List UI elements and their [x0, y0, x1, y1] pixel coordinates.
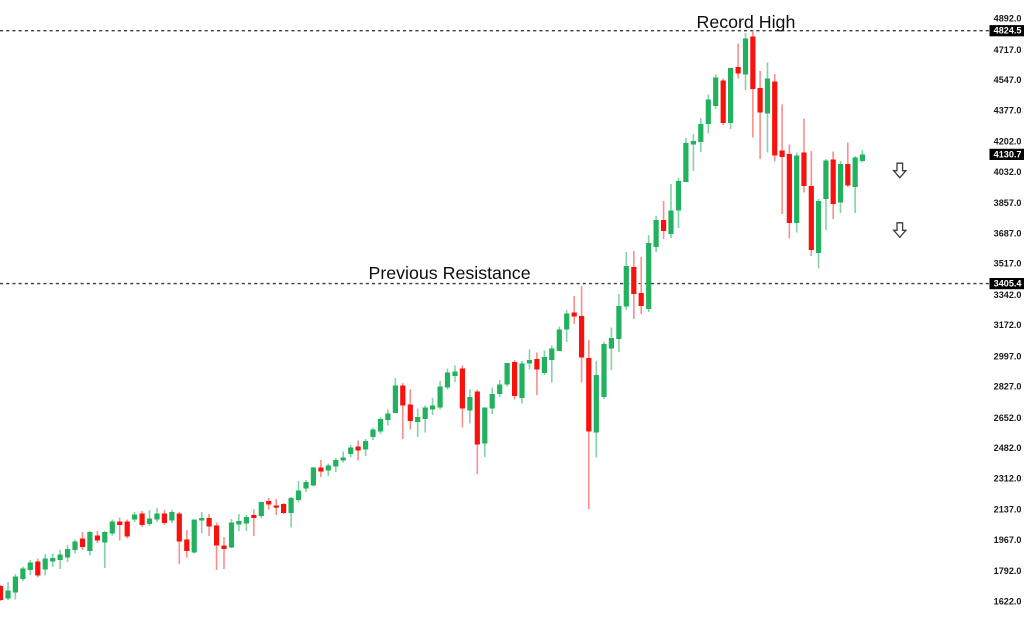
- svg-text:4547.0: 4547.0: [994, 75, 1022, 85]
- svg-text:3517.0: 3517.0: [994, 259, 1022, 269]
- svg-text:4130.7: 4130.7: [994, 149, 1022, 159]
- svg-text:Record High: Record High: [697, 12, 796, 32]
- svg-text:4824.5: 4824.5: [994, 26, 1022, 36]
- svg-text:2137.0: 2137.0: [994, 505, 1022, 515]
- svg-text:3857.0: 3857.0: [994, 198, 1022, 208]
- svg-text:2482.0: 2482.0: [994, 443, 1022, 453]
- svg-text:1622.0: 1622.0: [994, 596, 1022, 606]
- svg-text:4202.0: 4202.0: [994, 137, 1022, 147]
- svg-text:3172.0: 3172.0: [994, 320, 1022, 330]
- svg-text:1967.0: 1967.0: [994, 535, 1022, 545]
- svg-text:2997.0: 2997.0: [994, 351, 1022, 361]
- svg-text:4032.0: 4032.0: [994, 167, 1022, 177]
- svg-text:3687.0: 3687.0: [994, 228, 1022, 238]
- svg-text:3405.4: 3405.4: [994, 279, 1023, 289]
- svg-text:2652.0: 2652.0: [994, 413, 1022, 423]
- svg-text:2827.0: 2827.0: [994, 382, 1022, 392]
- svg-text:3342.0: 3342.0: [994, 290, 1022, 300]
- svg-text:4377.0: 4377.0: [994, 105, 1022, 115]
- svg-text:4892.0: 4892.0: [994, 14, 1022, 24]
- svg-text:2312.0: 2312.0: [994, 473, 1022, 483]
- svg-text:Previous Resistance: Previous Resistance: [369, 263, 531, 283]
- svg-text:1792.0: 1792.0: [994, 566, 1022, 576]
- svg-text:4717.0: 4717.0: [994, 45, 1022, 55]
